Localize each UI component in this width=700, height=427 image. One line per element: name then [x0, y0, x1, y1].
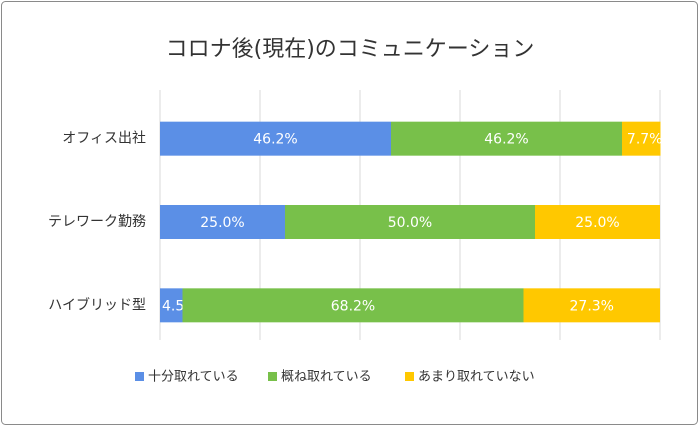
chart-title: コロナ後(現在)のコミュニケーション: [166, 37, 535, 62]
bar-segment: [285, 205, 535, 239]
bar-segment: [160, 288, 183, 323]
data-label: 25.0%: [200, 215, 244, 231]
bar-segment: [622, 121, 661, 156]
data-label: 27.3%: [570, 298, 614, 314]
bar-segment: [160, 121, 391, 156]
bar-segment: [182, 288, 524, 323]
y-tick-label: ハイブリッド型: [48, 296, 146, 313]
legend-label: あまり取れていない: [418, 370, 535, 385]
data-label: 7.7%: [627, 132, 663, 148]
y-tick-label: オフィス出社: [62, 131, 146, 147]
bar-segment: [160, 205, 285, 239]
legend-label: 概ね取れている: [281, 370, 372, 385]
bar-segment: [391, 121, 622, 156]
legend-swatch: [135, 372, 144, 381]
y-tick-label: テレワーク勤務: [48, 214, 146, 230]
data-label: 46.2%: [253, 132, 297, 148]
data-label: 50.0%: [388, 215, 432, 231]
bar-segment: [535, 205, 660, 239]
legend-swatch: [268, 372, 277, 381]
data-label: 68.2%: [331, 298, 375, 314]
data-label: 46.2%: [484, 132, 528, 148]
bar-segment: [523, 288, 660, 323]
legend-swatch: [405, 372, 414, 381]
data-label: 25.0%: [575, 215, 619, 231]
legend-label: 十分取れている: [148, 370, 239, 385]
